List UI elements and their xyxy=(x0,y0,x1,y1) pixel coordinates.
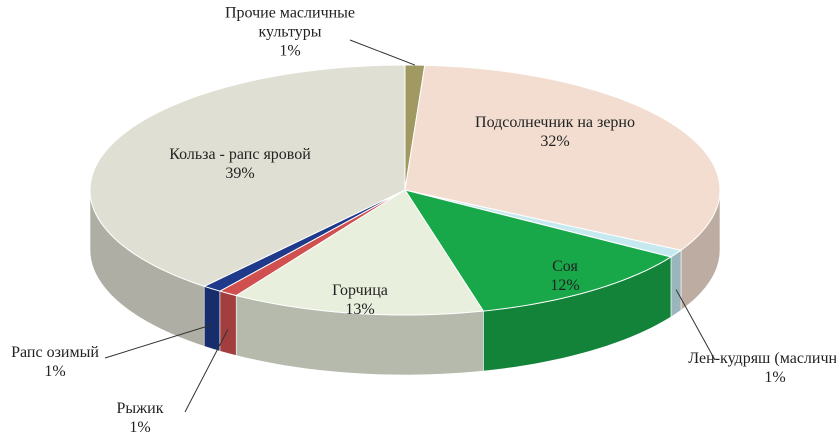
category-label: Кольза - рапс яровой xyxy=(169,146,311,163)
category-label: Лен-кудряш (масличный) xyxy=(688,350,836,367)
value-label: 1% xyxy=(44,363,66,380)
value-label: 32% xyxy=(540,133,570,150)
slice-label: Соя 12% xyxy=(470,257,660,295)
pie-slice xyxy=(89,64,406,287)
pie-slice xyxy=(404,64,721,251)
slice-label: Прочие масличные культуры 1% xyxy=(195,4,385,61)
pie-slice xyxy=(234,189,485,316)
slice-label: Горчица 13% xyxy=(265,281,455,319)
slice-label: Рапс озимый 1% xyxy=(0,343,150,381)
value-label: 39% xyxy=(225,165,255,182)
leader-line xyxy=(104,324,213,359)
value-label: 12% xyxy=(550,277,580,294)
category-label: Прочие масличные культуры xyxy=(224,4,356,41)
slice-label: Кольза - рапс яровой 39% xyxy=(145,145,335,183)
leader-line xyxy=(349,39,416,66)
pie-side xyxy=(670,249,682,318)
leader-line xyxy=(675,289,716,361)
slice-label: Подсолнечник на зерно 32% xyxy=(460,113,650,151)
slice-label: Рыжик 1% xyxy=(45,399,235,437)
value-label: 1% xyxy=(279,42,301,60)
category-label: Горчица xyxy=(332,282,388,299)
value-label: 13% xyxy=(345,301,375,318)
value-label: 1% xyxy=(764,369,786,386)
category-label: Рапс озимый xyxy=(11,344,99,361)
leader-line xyxy=(184,329,229,413)
category-label: Соя xyxy=(552,258,578,275)
pie-slice xyxy=(403,189,673,312)
value-label: 1% xyxy=(129,419,151,436)
pie-side xyxy=(203,285,221,352)
slice-label: Лен-кудряш (масличный) 1% xyxy=(680,349,836,387)
category-label: Подсолнечник на зерно xyxy=(475,114,635,131)
pie-side xyxy=(219,290,237,356)
category-label: Рыжик xyxy=(116,400,164,417)
